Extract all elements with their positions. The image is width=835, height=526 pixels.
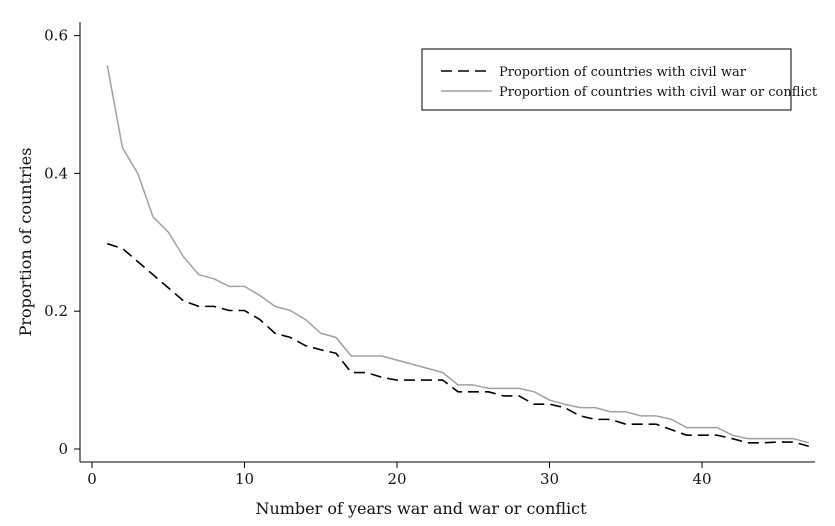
y-tick-label: 0.2 <box>44 302 68 320</box>
legend-label-civil-war: Proportion of countries with civil war <box>499 65 747 80</box>
y-tick-label: 0.4 <box>44 164 68 182</box>
x-axis-label: Number of years war and war or conflict <box>255 499 587 518</box>
x-tick-label: 40 <box>692 470 711 488</box>
series-line-civil-war-or-conflict <box>106 65 809 444</box>
y-ticks: 0 0.2 0.4 0.6 <box>44 27 80 458</box>
x-ticks: 0 10 20 30 40 <box>87 462 712 488</box>
legend-box <box>421 48 792 111</box>
y-axis-label: Proportion of countries <box>16 148 35 337</box>
x-tick-label: 0 <box>87 470 97 488</box>
x-tick-label: 30 <box>540 470 559 488</box>
series-layer <box>106 65 809 448</box>
y-tick-label: 0 <box>58 440 68 458</box>
y-tick-label: 0.6 <box>44 27 68 45</box>
legend: Proportion of countries with civil war P… <box>421 48 818 111</box>
x-tick-label: 20 <box>387 470 406 488</box>
series-line-civil-war <box>107 242 809 448</box>
axes <box>79 22 815 463</box>
x-tick-label: 10 <box>235 470 254 488</box>
legend-label-civil-war-or-conflict: Proportion of countries with civil war o… <box>499 85 818 100</box>
